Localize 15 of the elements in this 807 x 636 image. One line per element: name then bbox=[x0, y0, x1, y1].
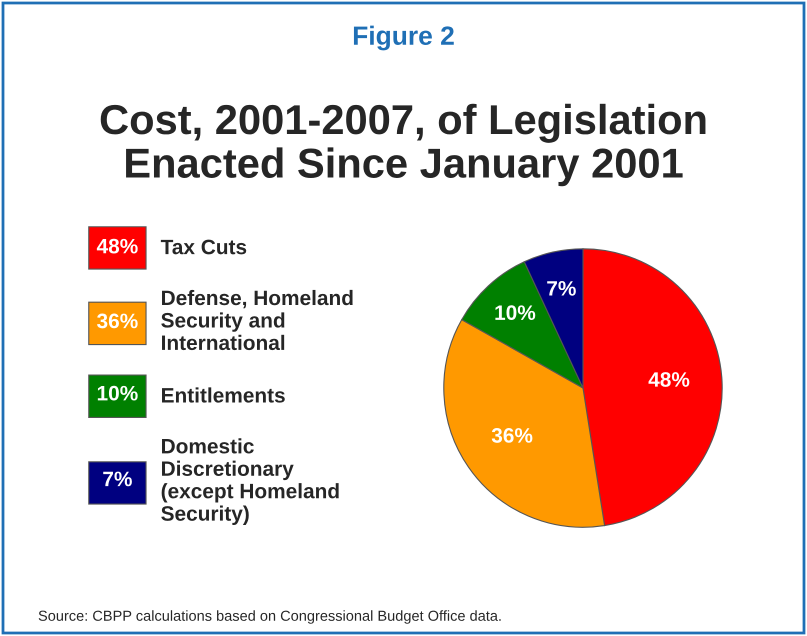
data-label: 10% bbox=[495, 305, 536, 320]
text: 10% bbox=[98, 386, 138, 401]
data-label: 48% bbox=[648, 372, 690, 387]
legend-label: Defense, Homeland Security and International bbox=[161, 290, 353, 350]
chart-subtitle: Figure 2 bbox=[354, 26, 454, 50]
legend-label: Domestic Discretionary (except Homeland Security) bbox=[161, 438, 339, 525]
text: 36% bbox=[97, 314, 138, 328]
legend-label: Entitlements bbox=[162, 387, 285, 403]
text: 48% bbox=[96, 238, 138, 254]
source-note: Source: CBPP calculations based on Congressional Budget Office data. bbox=[38, 610, 501, 624]
data-label: 7% bbox=[547, 281, 576, 296]
chart-title: Cost, 2001-2007, of Legislation Enacted Since January 2001 bbox=[100, 104, 706, 186]
legend-label: Tax Cuts bbox=[160, 240, 246, 254]
text: 7% bbox=[103, 472, 132, 486]
data-label: 36% bbox=[492, 428, 532, 443]
